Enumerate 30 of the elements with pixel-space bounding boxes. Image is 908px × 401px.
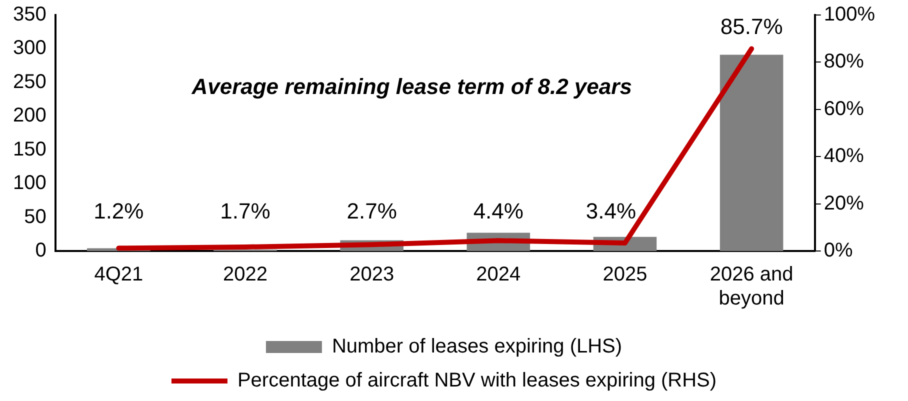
y2-tick-label: 60%	[824, 98, 864, 120]
data-label: 2.7%	[346, 198, 397, 224]
legend-label: Number of leases expiring (LHS)	[332, 336, 622, 358]
x-tick-label: 2025	[602, 264, 648, 286]
x-tick-label: 2024	[476, 264, 521, 286]
y-tick-label: 50	[24, 206, 46, 228]
data-label: 85.7%	[720, 14, 783, 39]
y-tick-label: 200	[12, 104, 46, 127]
annotation: Average remaining lease term of 8.2 years	[190, 74, 632, 100]
data-label: 1.7%	[220, 198, 270, 224]
x-tick-label: 4Q21	[94, 264, 144, 286]
y2-tick-label: 100%	[824, 4, 876, 26]
y2-tick-label: 0%	[824, 240, 853, 262]
y2-tick-label: 80%	[824, 50, 864, 73]
x-tick-label: 2023	[350, 264, 394, 286]
y2-tick-label: 40%	[824, 145, 864, 168]
y2-tick-label: 20%	[824, 192, 864, 214]
x-tick-label: 2022	[222, 264, 268, 286]
legend-label: Percentage of aircraft NBV with leases expiring (RHS)	[237, 370, 717, 392]
y-tick-label: 100	[12, 172, 46, 194]
data-label: 3.4%	[586, 198, 636, 224]
data-label: 1.2%	[94, 198, 144, 224]
x-tick-label: 2026 and beyond	[710, 264, 794, 310]
bar	[720, 54, 784, 251]
y-tick-label: 150	[12, 138, 46, 160]
y-tick-label: 250	[12, 70, 46, 93]
y-tick-label: 300	[12, 37, 46, 60]
data-label: 4.4%	[473, 198, 524, 224]
y-tick-label: 0	[35, 240, 46, 262]
y-tick-label: 350	[12, 4, 46, 26]
